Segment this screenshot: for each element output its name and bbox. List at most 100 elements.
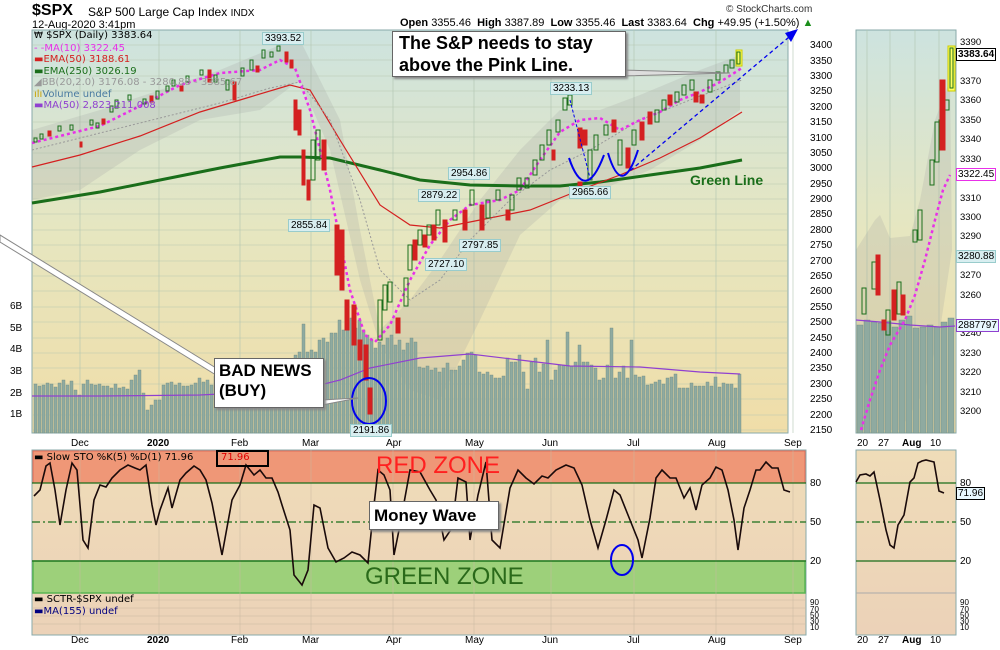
- legend-bb: ◢BB(20,2.0) 3176.08 - 3280.88 - 3385.67: [34, 77, 243, 88]
- svg-text:50: 50: [960, 611, 969, 620]
- svg-text:1B: 1B: [10, 409, 23, 420]
- label-2797: 2797.85: [459, 239, 502, 252]
- legend-volume: ılıVolume undef: [34, 88, 112, 100]
- svg-text:3200: 3200: [960, 406, 981, 417]
- svg-text:Jul: Jul: [627, 635, 640, 646]
- svg-text:3350: 3350: [810, 56, 833, 67]
- svg-text:3300: 3300: [810, 71, 833, 82]
- legend-ema50: ▬EMA(50) 3188.61: [34, 54, 131, 65]
- svg-text:2650: 2650: [810, 271, 833, 282]
- svg-text:3400: 3400: [810, 40, 833, 51]
- svg-text:80: 80: [960, 478, 972, 489]
- pink-line-callout: The S&P needs to stay above the Pink Lin…: [392, 31, 626, 77]
- svg-text:20: 20: [960, 556, 972, 567]
- svg-text:3370: 3370: [960, 76, 981, 87]
- svg-text:2500: 2500: [810, 317, 833, 328]
- side-vol-tag: 2887797: [956, 319, 999, 332]
- svg-text:30: 30: [810, 617, 819, 626]
- svg-text:3050: 3050: [810, 148, 833, 159]
- svg-text:Dec: Dec: [71, 438, 89, 449]
- svg-text:3290: 3290: [960, 231, 981, 242]
- svg-text:90: 90: [960, 598, 969, 607]
- svg-text:80: 80: [810, 478, 822, 489]
- svg-text:3000: 3000: [810, 163, 833, 174]
- svg-text:3360: 3360: [960, 95, 981, 106]
- sctr-legend: ▬ SCTR-$SPX undef: [34, 594, 134, 605]
- svg-text:2800: 2800: [810, 225, 833, 236]
- svg-text:10: 10: [930, 635, 942, 646]
- svg-text:50: 50: [810, 611, 819, 620]
- svg-text:2400: 2400: [810, 348, 833, 359]
- legend-ma50: ▬MA(50) 2,823,211,008: [34, 100, 156, 111]
- price-legend: ₩ $SPX (Daily) 3383.64 - -MA(10) 3322.45…: [34, 30, 242, 112]
- label-2965: 2965.66: [569, 186, 612, 199]
- svg-text:Aug: Aug: [708, 438, 726, 449]
- svg-text:Sep: Sep: [784, 438, 802, 449]
- svg-text:3150: 3150: [810, 117, 833, 128]
- svg-text:3330: 3330: [960, 154, 981, 165]
- svg-text:50: 50: [960, 517, 972, 528]
- svg-text:2750: 2750: [810, 240, 833, 251]
- index-name: S&P 500 Large Cap Index INDX: [88, 5, 255, 19]
- svg-text:20: 20: [810, 556, 822, 567]
- svg-text:3300: 3300: [960, 212, 981, 223]
- copyright: © StockCharts.com: [726, 4, 813, 15]
- svg-text:2850: 2850: [810, 209, 833, 220]
- legend-ma10: - -MA(10) 3322.45: [34, 42, 125, 54]
- side-sto-tag: 71.96: [956, 487, 986, 500]
- svg-text:3350: 3350: [960, 115, 981, 126]
- svg-text:3310: 3310: [960, 193, 981, 204]
- ma155-legend: ▬MA(155) undef: [34, 606, 118, 617]
- svg-text:10: 10: [930, 438, 942, 449]
- svg-text:10: 10: [960, 623, 969, 632]
- svg-text:Feb: Feb: [231, 635, 249, 646]
- svg-text:Apr: Apr: [386, 438, 402, 449]
- svg-text:Apr: Apr: [386, 635, 402, 646]
- svg-text:3100: 3100: [810, 133, 833, 144]
- label-2855: 2855.84: [288, 219, 331, 232]
- svg-text:3210: 3210: [960, 387, 981, 398]
- svg-text:2450: 2450: [810, 333, 833, 344]
- svg-text:2950: 2950: [810, 179, 833, 190]
- svg-text:2150: 2150: [810, 425, 833, 436]
- svg-text:3250: 3250: [810, 86, 833, 97]
- svg-text:Aug: Aug: [708, 635, 726, 646]
- label-3233: 3233.13: [550, 82, 593, 95]
- side-ma10-tag: 3322.45: [956, 168, 997, 181]
- svg-text:2600: 2600: [810, 286, 833, 297]
- candles: [33, 45, 743, 415]
- timestamp: 12-Aug-2020 3:41pm: [32, 19, 136, 31]
- svg-text:Feb: Feb: [231, 438, 249, 449]
- label-3393: 3393.52: [262, 32, 305, 45]
- svg-text:27: 27: [878, 438, 890, 449]
- legend-ema250: ▬EMA(250) 3026.19: [34, 65, 137, 77]
- svg-text:4B: 4B: [10, 344, 23, 355]
- side-last-tag: 3383.64: [956, 48, 997, 61]
- svg-text:3B: 3B: [10, 366, 23, 377]
- svg-text:3220: 3220: [960, 367, 981, 378]
- legend-main: ₩ $SPX (Daily) 3383.64: [34, 30, 153, 41]
- svg-text:3230: 3230: [960, 348, 981, 359]
- bad-news-callout: BAD NEWS (BUY): [214, 358, 324, 408]
- svg-text:Jul: Jul: [627, 438, 640, 449]
- svg-text:3270: 3270: [960, 270, 981, 281]
- svg-text:Jun: Jun: [542, 438, 558, 449]
- label-2954: 2954.86: [448, 167, 491, 180]
- svg-text:3240: 3240: [960, 328, 981, 339]
- svg-text:2B: 2B: [10, 388, 23, 399]
- svg-text:3340: 3340: [960, 134, 981, 145]
- svg-text:6B: 6B: [10, 301, 23, 312]
- green-line-label: Green Line: [690, 172, 764, 188]
- svg-text:2300: 2300: [810, 379, 833, 390]
- svg-text:20: 20: [857, 635, 869, 646]
- svg-text:2700: 2700: [810, 256, 833, 267]
- svg-text:2020: 2020: [147, 635, 170, 646]
- svg-text:70: 70: [960, 605, 969, 614]
- green-zone-label: GREEN ZONE: [365, 563, 524, 590]
- sto-value-box: 71.96: [216, 450, 269, 467]
- svg-text:Mar: Mar: [302, 635, 320, 646]
- svg-text:2250: 2250: [810, 394, 833, 405]
- label-2727: 2727.10: [425, 258, 468, 271]
- svg-text:30: 30: [960, 617, 969, 626]
